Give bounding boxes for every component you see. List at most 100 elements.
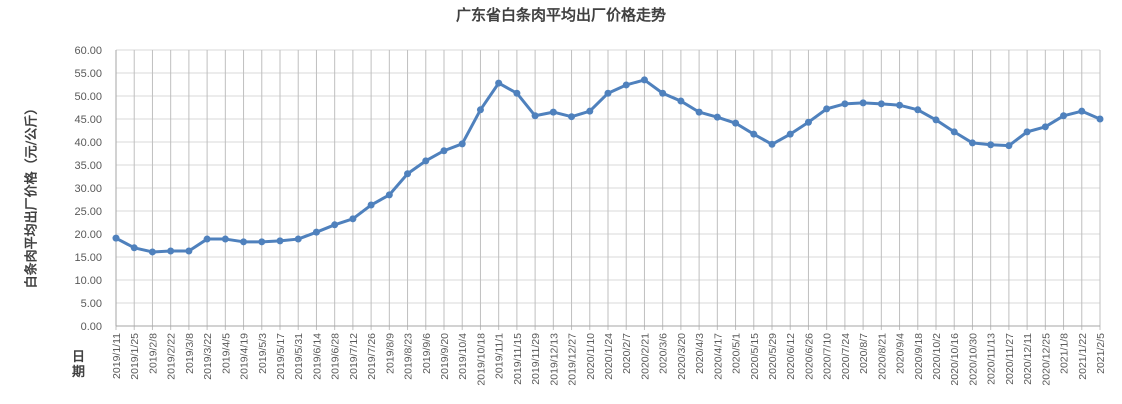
x-tick-label: 2020/8/7 (858, 333, 870, 374)
y-tick-label: 15.00 (74, 252, 102, 264)
x-tick-label: 2019/6/28 (330, 333, 342, 380)
x-tick-label: 2020/2/7 (621, 333, 633, 374)
data-point (1060, 112, 1068, 120)
x-tick-label: 2020/6/12 (785, 333, 797, 380)
x-tick-label: 2019/9/6 (421, 333, 433, 374)
x-tick-label: 2020/5/15 (749, 333, 761, 380)
data-point (185, 247, 193, 255)
data-point (622, 81, 630, 89)
y-tick-label: 5.00 (81, 298, 102, 310)
x-tick-label: 2019/6/14 (311, 333, 323, 380)
data-point (1078, 107, 1086, 115)
x-tick-label: 2020/11/27 (1004, 333, 1016, 385)
x-tick-label: 2019/8/23 (403, 333, 415, 380)
x-tick-label: 2020/1/24 (603, 333, 615, 380)
x-tick-label: 2019/4/5 (220, 333, 232, 374)
data-point (586, 107, 594, 115)
x-tick-label: 2019/7/12 (348, 333, 360, 380)
data-point (896, 101, 904, 109)
data-point (841, 100, 849, 108)
x-tick-label: 2019/4/19 (239, 333, 251, 380)
data-point (950, 128, 958, 136)
x-tick-label: 2019/5/3 (257, 333, 269, 374)
data-point (495, 79, 503, 87)
x-tick-label: 2020/3/20 (676, 333, 688, 380)
x-tick-label: 2019/3/8 (184, 333, 196, 374)
x-tick-label: 2019/11/29 (530, 333, 542, 385)
data-point (1005, 142, 1013, 150)
data-point (385, 191, 393, 199)
data-point (750, 130, 758, 138)
x-tick-label: 2019/7/26 (366, 333, 378, 380)
x-tick-label: 2020/3/6 (658, 333, 670, 374)
data-point (640, 76, 648, 84)
x-tick-label: 2020/2/21 (639, 333, 651, 380)
y-tick-label: 40.00 (74, 137, 102, 149)
data-point (659, 89, 667, 97)
data-point (1096, 115, 1104, 123)
x-tick-label: 2020/7/10 (822, 333, 834, 380)
data-point (422, 157, 430, 165)
data-point (1041, 123, 1049, 131)
data-point (312, 228, 320, 236)
y-tick-label: 35.00 (74, 160, 102, 172)
x-tick-label: 2019/5/31 (293, 333, 305, 380)
x-tick-label: 2020/10/16 (949, 333, 961, 386)
data-point (786, 130, 794, 138)
x-tick-label: 2020/12/11 (1022, 333, 1034, 385)
data-point (148, 248, 156, 256)
data-point (130, 244, 138, 252)
x-tick-label: 2019/10/18 (475, 333, 487, 386)
data-point (823, 105, 831, 113)
data-point (604, 89, 612, 97)
data-point (349, 215, 357, 223)
x-tick-label: 2020/8/21 (876, 333, 888, 380)
data-point (1023, 128, 1031, 136)
x-tick-label: 2020/9/18 (913, 333, 925, 380)
x-tick-label: 2019/2/8 (147, 333, 159, 374)
x-tick-label: 2021/2/5 (1095, 333, 1107, 374)
data-point (331, 221, 339, 229)
data-point (914, 106, 922, 114)
data-point (476, 106, 484, 114)
x-tick-label: 2019/12/27 (567, 333, 579, 386)
data-point (276, 237, 284, 245)
x-tick-label: 2020/6/26 (803, 333, 815, 380)
data-point (404, 170, 412, 178)
x-tick-label: 2019/11/1 (494, 333, 506, 379)
x-tick-label: 2019/2/22 (166, 333, 178, 380)
data-point (768, 140, 776, 148)
x-axis-label: 日期 (72, 350, 86, 380)
x-tick-label: 2019/1/25 (129, 333, 141, 380)
x-tick-label: 2020/11/13 (986, 333, 998, 385)
data-point (677, 97, 685, 105)
y-tick-label: 55.00 (74, 68, 102, 80)
x-tick-label: 2020/12/25 (1040, 333, 1052, 386)
data-point (440, 147, 448, 155)
y-tick-label: 10.00 (74, 275, 102, 287)
data-point (221, 235, 229, 243)
x-tick-label: 2020/9/4 (895, 333, 907, 374)
y-tick-label: 30.00 (74, 183, 102, 195)
data-point (240, 238, 248, 246)
data-point (458, 140, 466, 148)
y-tick-label: 60.00 (74, 45, 102, 57)
x-tick-label: 2021/1/22 (1077, 333, 1089, 380)
data-point (167, 247, 175, 255)
x-tick-label: 2021/1/8 (1059, 333, 1071, 374)
data-point (112, 234, 120, 242)
data-point (932, 116, 940, 124)
x-tick-label: 2020/4/17 (712, 333, 724, 380)
x-tick-label: 2019/5/17 (275, 333, 287, 380)
data-point (203, 235, 211, 243)
data-point (713, 113, 721, 121)
x-tick-label: 2019/12/13 (548, 333, 560, 386)
data-point (513, 89, 521, 97)
data-point (531, 112, 539, 120)
x-tick-label: 2020/10/2 (931, 333, 943, 380)
x-tick-label: 2020/7/24 (840, 333, 852, 380)
x-tick-label: 2020/10/30 (967, 333, 979, 386)
data-point (732, 119, 740, 127)
x-tick-label: 2020/5/29 (767, 333, 779, 380)
